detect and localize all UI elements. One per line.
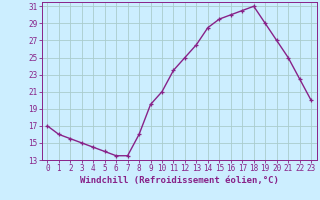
X-axis label: Windchill (Refroidissement éolien,°C): Windchill (Refroidissement éolien,°C): [80, 176, 279, 185]
